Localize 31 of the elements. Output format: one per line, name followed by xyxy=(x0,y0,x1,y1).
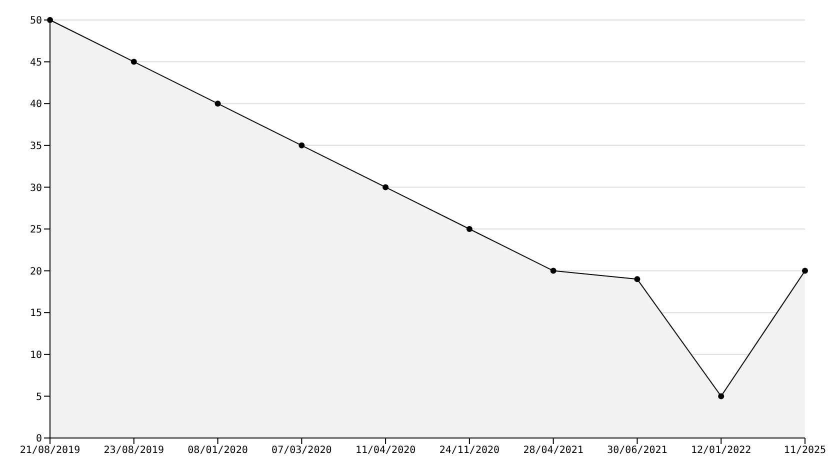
y-tick-label: 10 xyxy=(30,350,42,361)
y-tick-label: 40 xyxy=(30,99,42,110)
x-tick-label: 23/08/2019 xyxy=(104,445,164,456)
point xyxy=(718,393,724,400)
x-tick-label: 11/2025 xyxy=(784,445,826,456)
y-tick-label: 25 xyxy=(30,224,42,236)
y-tick-label: 35 xyxy=(30,140,42,152)
x-tick-label: 11/04/2020 xyxy=(355,445,416,456)
y-tick-label: 15 xyxy=(30,308,42,320)
point xyxy=(802,268,808,274)
y-tick-label: 0 xyxy=(36,434,42,445)
point xyxy=(634,276,640,282)
point xyxy=(298,142,305,148)
y-tick-label: 45 xyxy=(30,57,42,68)
point xyxy=(466,226,472,232)
y-tick-label: 5 xyxy=(36,392,42,403)
point xyxy=(550,268,556,274)
x-tick-label: 30/06/2021 xyxy=(607,445,668,456)
x-tick-label: 07/03/2020 xyxy=(272,445,332,456)
x-tick-label: 12/01/2022 xyxy=(691,445,752,456)
point xyxy=(47,17,53,23)
y-tick-label: 20 xyxy=(30,266,42,278)
point xyxy=(214,100,221,107)
y-tick-label: 30 xyxy=(30,182,42,194)
point xyxy=(382,184,389,190)
point xyxy=(130,58,137,65)
y-tick-label: 50 xyxy=(30,16,42,27)
x-tick-label: 21/08/2019 xyxy=(20,445,80,456)
x-tick-label: 28/04/2021 xyxy=(523,445,584,456)
x-tick-label: 24/11/2020 xyxy=(439,445,500,456)
x-tick-label: 08/01/2020 xyxy=(188,445,248,456)
